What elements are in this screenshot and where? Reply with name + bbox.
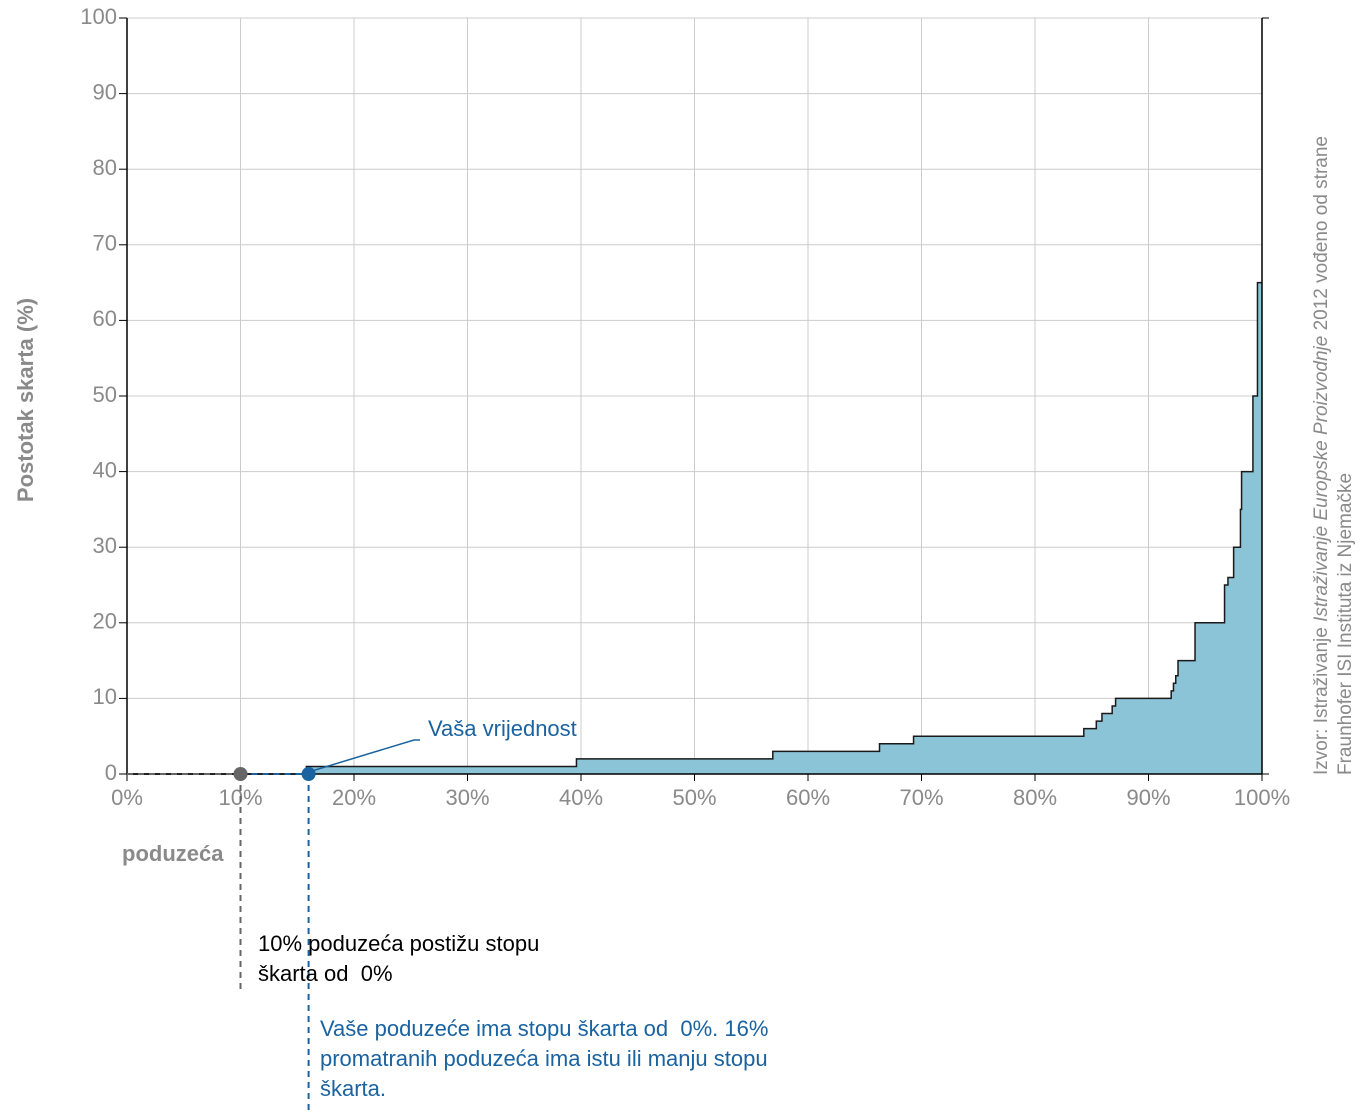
note-text: 10% poduzeća postižu stopu	[258, 931, 539, 956]
x-tick-label: 70%	[899, 785, 943, 810]
source-text: Fraunhofer ISI Instituta iz Njemačke	[1335, 473, 1356, 775]
x-tick-label: 20%	[332, 785, 376, 810]
marker	[301, 767, 316, 781]
y-tick-label: 20	[93, 609, 117, 634]
y-tick-label: 50	[93, 382, 117, 407]
note-text: škarta od 0%	[258, 961, 393, 986]
y-tick-label: 10	[93, 684, 117, 709]
x-tick-label: 0%	[111, 785, 143, 810]
y-tick-label: 80	[93, 155, 117, 180]
y-tick-label: 0	[105, 760, 117, 785]
note-text: Vaše poduzeće ima stopu škarta od 0%. 16…	[320, 1016, 768, 1041]
pointer-line	[308, 739, 420, 773]
area	[127, 282, 1262, 774]
y-tick-label: 30	[93, 533, 117, 558]
x-tick-label: 60%	[786, 785, 830, 810]
y-tick-label: 60	[93, 306, 117, 331]
y-tick-label: 100	[80, 4, 117, 29]
source-text: Istraživanje Europske Proizvodnje	[1311, 336, 1332, 622]
pointer-label: Vaša vrijednost	[428, 716, 577, 741]
x-tick-label: 100%	[1234, 785, 1290, 810]
source-line: Izvor: Istraživanje Istraživanje Europsk…	[1311, 136, 1332, 775]
source-text: Izvor: Istraživanje	[1311, 622, 1332, 775]
note-text: promatranih poduzeća ima istu ili manju …	[320, 1046, 768, 1071]
marker	[233, 767, 248, 781]
x-tick-label: 80%	[1013, 785, 1057, 810]
source-text: 2012 vođeno od strane	[1311, 136, 1332, 336]
note-text: škarta.	[320, 1076, 386, 1101]
x-axis-label: poduzeća	[122, 841, 224, 866]
y-tick-label: 40	[93, 457, 117, 482]
y-axis-label: Postotak skarta (%)	[13, 298, 38, 502]
x-tick-label: 90%	[1126, 785, 1170, 810]
y-tick-label: 70	[93, 231, 117, 256]
x-tick-label: 40%	[559, 785, 603, 810]
y-tick-label: 90	[93, 79, 117, 104]
x-tick-label: 50%	[672, 785, 716, 810]
x-tick-label: 30%	[445, 785, 489, 810]
step-line	[127, 281, 1262, 775]
